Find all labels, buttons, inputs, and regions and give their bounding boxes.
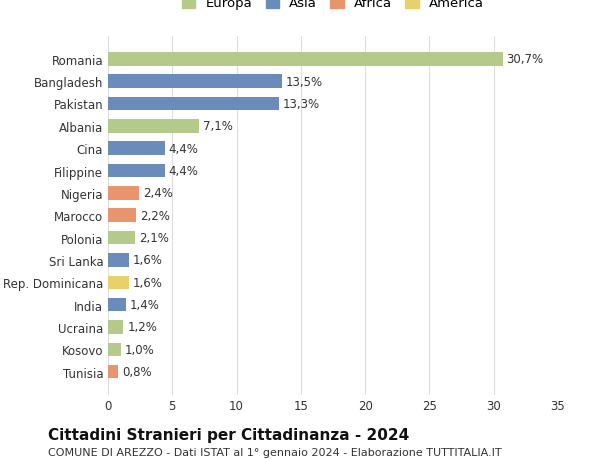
Bar — [108, 142, 164, 156]
Bar — [108, 53, 503, 67]
Bar — [108, 209, 136, 223]
Bar — [108, 276, 128, 289]
Text: 4,4%: 4,4% — [169, 142, 199, 155]
Bar — [108, 75, 281, 89]
Text: Cittadini Stranieri per Cittadinanza - 2024: Cittadini Stranieri per Cittadinanza - 2… — [48, 427, 409, 442]
Text: 2,4%: 2,4% — [143, 187, 173, 200]
Bar — [108, 120, 199, 133]
Text: 2,2%: 2,2% — [140, 209, 170, 222]
Text: 1,6%: 1,6% — [133, 276, 163, 289]
Text: 30,7%: 30,7% — [506, 53, 544, 66]
Bar — [108, 298, 126, 312]
Bar — [108, 98, 279, 111]
Bar — [108, 164, 164, 178]
Text: 13,5%: 13,5% — [286, 75, 323, 89]
Text: 1,2%: 1,2% — [127, 321, 157, 334]
Bar — [108, 320, 124, 334]
Bar — [108, 254, 128, 267]
Bar — [108, 231, 135, 245]
Text: 0,8%: 0,8% — [122, 365, 152, 378]
Text: 2,1%: 2,1% — [139, 231, 169, 245]
Text: 1,6%: 1,6% — [133, 254, 163, 267]
Text: 4,4%: 4,4% — [169, 165, 199, 178]
Text: 13,3%: 13,3% — [283, 98, 320, 111]
Bar — [108, 187, 139, 200]
Text: 7,1%: 7,1% — [203, 120, 233, 133]
Text: 1,0%: 1,0% — [125, 343, 154, 356]
Text: 1,4%: 1,4% — [130, 298, 160, 311]
Text: COMUNE DI AREZZO - Dati ISTAT al 1° gennaio 2024 - Elaborazione TUTTITALIA.IT: COMUNE DI AREZZO - Dati ISTAT al 1° genn… — [48, 448, 502, 458]
Legend: Europa, Asia, Africa, America: Europa, Asia, Africa, America — [182, 0, 484, 10]
Bar — [108, 343, 121, 356]
Bar — [108, 365, 118, 379]
